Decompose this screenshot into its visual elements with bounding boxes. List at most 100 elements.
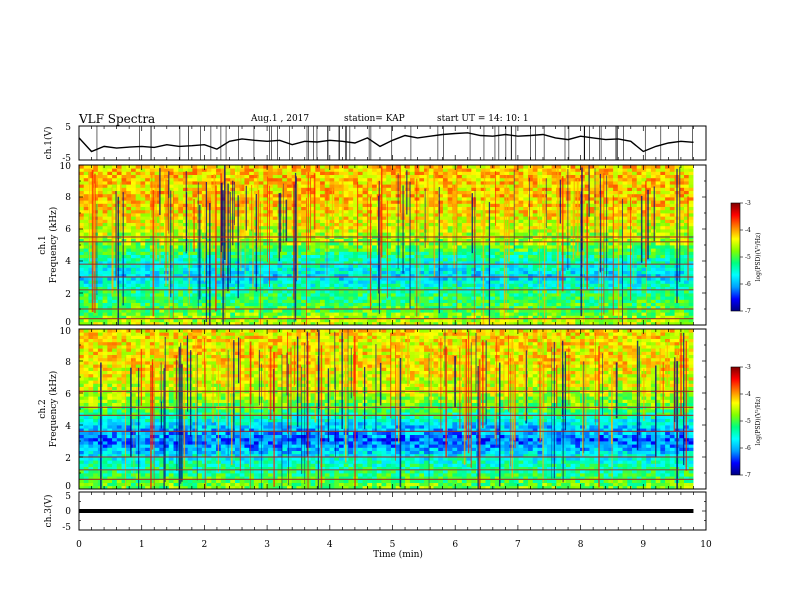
ch1-spectrogram-cell [79,293,85,297]
ch1-spectrogram-cell [433,302,439,307]
ch1-spectrogram-cell [338,232,345,236]
ch1-spectrogram-cell [244,171,250,175]
ch1-spectrogram-cell [112,225,118,230]
ch1-spectrogram-cell [93,277,99,281]
ch1-spectrogram-cell [277,184,283,188]
ch1-spectrogram-cell [528,293,534,297]
ch1-spectrogram-cell [395,277,401,281]
ch1-spectrogram-cell [97,200,104,204]
ch1-spectrogram-cell [405,165,411,169]
ch1-spectrogram-cell [504,289,510,294]
ch1-spectrogram-cell [348,190,354,195]
ch1-spectrogram-cell [121,283,127,287]
ch1-spectrogram-cell [372,193,378,198]
ch1-spectrogram-cell [466,203,472,207]
ch1-spectrogram-cell [476,174,482,179]
ch1-spectrogram-cell [433,254,439,259]
ch1-spectrogram-cell [381,216,387,220]
ch1-spectrogram-cell [442,321,449,325]
ch1-spectrogram-cell [338,168,345,172]
ch1-spectrogram-cell [357,206,363,211]
ch1-spectrogram-cell [121,299,127,303]
ch1-spectrogram-cell [518,209,524,214]
ch1-spectrogram-cell [409,193,415,198]
ch1-spectrogram-cell [405,305,411,310]
ch1-spectrogram-cell [362,216,368,220]
ch1-spectrogram-cell [182,216,189,220]
ch1-spectrogram-cell [268,299,274,303]
ch1-spectrogram-cell [282,245,288,249]
ch1-spectrogram-cell [154,241,160,246]
ch1-spectrogram-cell [320,174,326,179]
ch1-spectrogram-cell [485,315,491,319]
ch1-spectrogram-cell [353,213,359,217]
ch1-spectrogram-cell [83,261,89,265]
ch1-spectrogram-cell [97,219,104,223]
ch1-spectrogram-cell [315,277,321,281]
ch1-spectrogram-cell [272,264,278,268]
ch1-spectrogram-cell [140,245,146,249]
ch1-spectrogram-cell [178,254,184,259]
ch1-spectrogram-cell [234,174,241,179]
ch1-spectrogram-cell [504,251,510,255]
ch1-spectrogram-cell [485,203,491,207]
ch1-spectrogram-cell [494,245,501,249]
ch1-spectrogram-cell [286,222,293,227]
ch1-spectrogram-cell [159,171,165,175]
ch1-spectrogram-cell [79,165,85,169]
ch1-spectrogram-cell [83,267,89,271]
ch1-spectrogram-cell [452,190,458,195]
ch1-spectrogram-cell [357,177,363,182]
ch1-spectrogram-cell [461,200,467,204]
ch1-spectrogram-cell [305,283,312,287]
ch1-spectrogram-cell [424,302,430,307]
ch1-spectrogram-cell [305,264,312,268]
ch1-spectrogram-cell [329,171,335,175]
ch1-spectrogram-cell [509,222,515,227]
ch1-spectrogram-cell [173,232,179,236]
ch1-spectrogram-cell [315,321,321,325]
ch1-spectrogram-cell [485,209,491,214]
ch1-spectrogram-cell [291,165,297,169]
ch1-spectrogram-cell [353,174,359,179]
ch1-spectrogram-cell [442,200,449,204]
ch1-spectrogram-cell [329,277,335,281]
ch1-spectrogram-cell [414,321,420,325]
ch1-spectrogram-cell [457,286,463,291]
ch1-spectrogram-cell [405,200,411,204]
ch1-spectrogram-cell [258,280,264,284]
ch1-spectrogram-cell [357,296,363,300]
ch1-spectrogram-cell [112,312,118,316]
ch1-spectrogram-cell [509,238,515,243]
ch1-spectrogram-cell [154,219,160,223]
ch1-spectrogram-cell [272,293,278,297]
ch1-spectrogram-cell [178,270,184,275]
ch1-spectrogram-cell [343,293,349,297]
ch1-spectrogram-cell [159,251,165,255]
ch1-spectrogram-cell [513,315,519,319]
ch1-spectrogram-cell [442,165,449,169]
ch1-spectrogram-cell [296,315,302,319]
ch1-spectrogram-cell [471,261,477,265]
ch1-spectrogram-cell [154,216,160,220]
ch1-spectrogram-cell [296,177,302,182]
ch1-spectrogram-cell [353,267,359,271]
ch1-spectrogram-cell [258,203,264,207]
ch1-spectrogram-cell [263,309,269,313]
ch1-spectrogram-cell [343,209,349,214]
ch1-spectrogram-cell [419,277,425,281]
ch1-spectrogram-cell [121,197,127,201]
ch1-spectrogram-cell [121,257,127,262]
ch1-spectrogram-cell [338,293,345,297]
ch1-spectrogram-cell [107,177,113,182]
ch1-spectrogram-cell [315,238,321,243]
ch1-spectrogram-cell [509,190,515,195]
ch1-spectrogram-cell [249,296,255,300]
ch1-spectrogram-cell [338,238,345,243]
ch1-spectrogram-cell [268,270,274,275]
ch1-spectrogram-cell [102,232,108,236]
ch1-spectrogram-cell [329,305,335,310]
ch1-spectrogram-cell [234,318,241,323]
ch1-spectrogram-cell [130,321,137,325]
ch1-spectrogram-cell [390,187,397,191]
